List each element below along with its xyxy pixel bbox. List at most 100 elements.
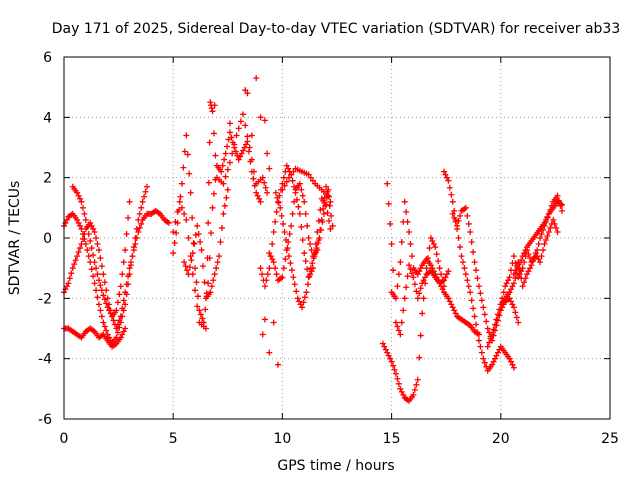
data-point: [312, 250, 319, 257]
data-point: [427, 235, 434, 241]
data-point: [301, 250, 308, 257]
data-point: [262, 184, 269, 191]
data-point: [417, 265, 424, 272]
data-point: [430, 268, 437, 275]
data-point: [500, 289, 507, 296]
data-point: [138, 220, 145, 227]
data-point: [436, 280, 443, 287]
data-point: [226, 129, 233, 136]
data-point: [296, 210, 303, 217]
data-point: [126, 265, 133, 272]
data-point: [423, 265, 430, 272]
data-point: [403, 208, 410, 215]
data-point: [254, 192, 261, 199]
data-point: [499, 295, 506, 302]
data-point: [291, 281, 298, 288]
data-point: [475, 283, 482, 290]
data-point: [185, 271, 192, 278]
data-point: [117, 334, 124, 341]
data-point: [106, 307, 113, 314]
data-point: [387, 220, 394, 227]
data-point: [113, 307, 120, 314]
y-axis-label: SDTVAR / TECUs: [7, 181, 23, 296]
data-point: [493, 316, 500, 323]
data-point: [325, 192, 332, 199]
data-point: [459, 259, 466, 266]
data-point: [398, 388, 405, 395]
data-point: [411, 386, 418, 393]
data-point: [187, 189, 194, 196]
data-point: [192, 231, 199, 238]
data-point: [116, 324, 123, 331]
data-point: [298, 223, 305, 230]
data-point: [433, 274, 440, 281]
data-point: [299, 237, 306, 244]
data-point: [284, 245, 291, 252]
data-point: [473, 321, 480, 328]
data-point: [90, 225, 97, 232]
data-point: [270, 259, 277, 266]
data-point: [235, 125, 242, 132]
data-point: [206, 139, 213, 146]
data-point: [547, 206, 554, 213]
data-point: [210, 130, 217, 137]
data-point: [141, 193, 148, 200]
data-point: [184, 267, 191, 274]
data-point: [275, 199, 282, 206]
data-point: [209, 204, 216, 211]
data-point: [253, 75, 260, 82]
data-point: [110, 317, 117, 324]
data-point: [394, 283, 401, 290]
data-point: [468, 239, 475, 246]
data-point: [285, 165, 292, 172]
data-point: [490, 326, 497, 333]
data-point: [261, 117, 268, 124]
data-point: [194, 303, 201, 310]
grid-lines: [64, 57, 610, 419]
data-point: [556, 197, 563, 204]
data-point: [398, 319, 405, 326]
data-point: [212, 152, 219, 159]
data-point: [496, 346, 503, 353]
data-point: [123, 230, 130, 237]
x-tick-label: 20: [492, 431, 510, 447]
data-point: [408, 253, 415, 260]
data-point: [526, 265, 533, 272]
data-point: [235, 156, 242, 163]
data-point: [200, 263, 207, 270]
data-point: [75, 219, 82, 226]
data-point: [385, 200, 392, 207]
data-point: [127, 262, 134, 269]
data-point: [259, 271, 266, 278]
data-point: [68, 270, 75, 277]
data-point: [551, 220, 558, 227]
data-point: [229, 150, 236, 157]
data-point: [232, 148, 239, 155]
data-point: [509, 361, 516, 368]
data-point: [467, 228, 474, 235]
data-point: [248, 132, 255, 139]
data-point: [210, 277, 217, 284]
data-point: [451, 307, 458, 314]
y-tick-label: -6: [38, 412, 52, 428]
data-point: [392, 370, 399, 377]
data-point: [422, 274, 429, 281]
data-point: [224, 186, 231, 193]
data-point: [545, 210, 552, 217]
data-point: [264, 189, 271, 196]
data-point: [240, 111, 247, 118]
data-point: [535, 241, 542, 248]
data-point: [449, 304, 456, 311]
data-point: [202, 325, 209, 332]
data-point: [211, 271, 218, 278]
data-point: [478, 297, 485, 304]
data-point: [120, 259, 127, 266]
data-point: [525, 268, 532, 275]
data-point: [294, 295, 301, 302]
data-point: [74, 253, 81, 260]
data-point: [63, 216, 70, 223]
data-point: [218, 224, 225, 231]
data-point: [231, 141, 238, 148]
data-point: [211, 102, 218, 109]
data-point: [465, 220, 472, 227]
